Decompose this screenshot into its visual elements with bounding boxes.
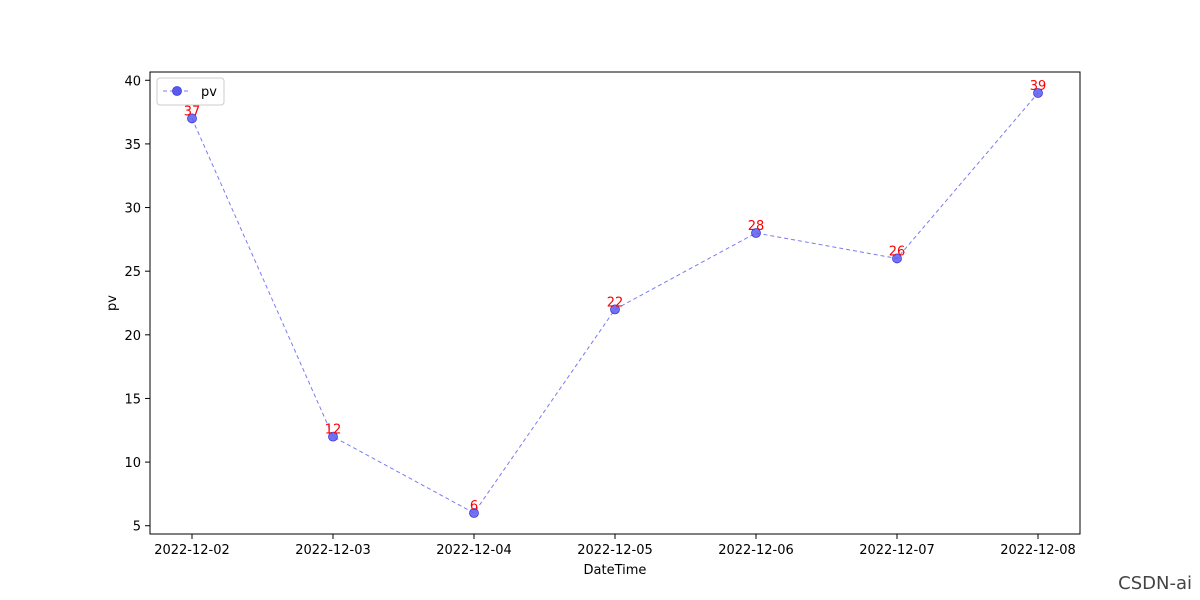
y-tick-label: 15	[124, 392, 141, 407]
legend-box	[156, 77, 225, 106]
data-point	[1033, 88, 1043, 98]
data-label: 12	[325, 423, 342, 438]
x-tick-label: 2022-12-05	[577, 543, 653, 558]
watermark: CSDN-ai	[1118, 573, 1192, 594]
data-point	[469, 508, 479, 518]
y-tick-label: 30	[124, 202, 141, 217]
x-tick-label: 2022-12-02	[154, 543, 230, 558]
data-label: 26	[889, 244, 906, 259]
data-label: 28	[748, 219, 765, 234]
data-point	[751, 228, 761, 238]
data-point	[328, 431, 338, 442]
x-axis: 2022-12-02 2022-12-03 2022-12-04 2022-12-05…	[154, 534, 1076, 558]
y-axis: 5 10 15 20 25 30 35 40	[124, 74, 150, 535]
data-point	[187, 113, 197, 124]
data-label: 39	[1030, 79, 1047, 94]
y-tick-label: 35	[124, 138, 141, 153]
x-tick-label: 2022-12-03	[295, 543, 371, 558]
y-axis-title: pv	[105, 295, 120, 311]
x-tick-label: 2022-12-08	[1000, 543, 1076, 558]
x-tick-label: 2022-12-07	[859, 543, 935, 558]
y-tick-label: 10	[124, 456, 141, 471]
data-labels: 37 12 6 22 28 26 39	[184, 79, 1047, 514]
x-tick-label: 2022-12-06	[718, 543, 794, 558]
legend: pv	[156, 77, 225, 106]
y-tick-label: 25	[124, 265, 141, 280]
x-tick-label: 2022-12-04	[436, 543, 512, 558]
data-label: 6	[470, 499, 478, 514]
legend-marker-swatch	[172, 86, 182, 96]
x-axis-title: DateTime	[584, 563, 647, 578]
legend-label: pv	[201, 85, 217, 100]
data-point	[892, 253, 902, 264]
data-label: 37	[184, 104, 201, 119]
y-tick-label: 40	[124, 74, 141, 89]
y-tick-label: 20	[124, 329, 141, 344]
series-pv	[187, 88, 1043, 518]
data-point	[610, 304, 620, 315]
y-tick-label: 5	[133, 520, 141, 535]
data-label: 22	[607, 295, 624, 310]
